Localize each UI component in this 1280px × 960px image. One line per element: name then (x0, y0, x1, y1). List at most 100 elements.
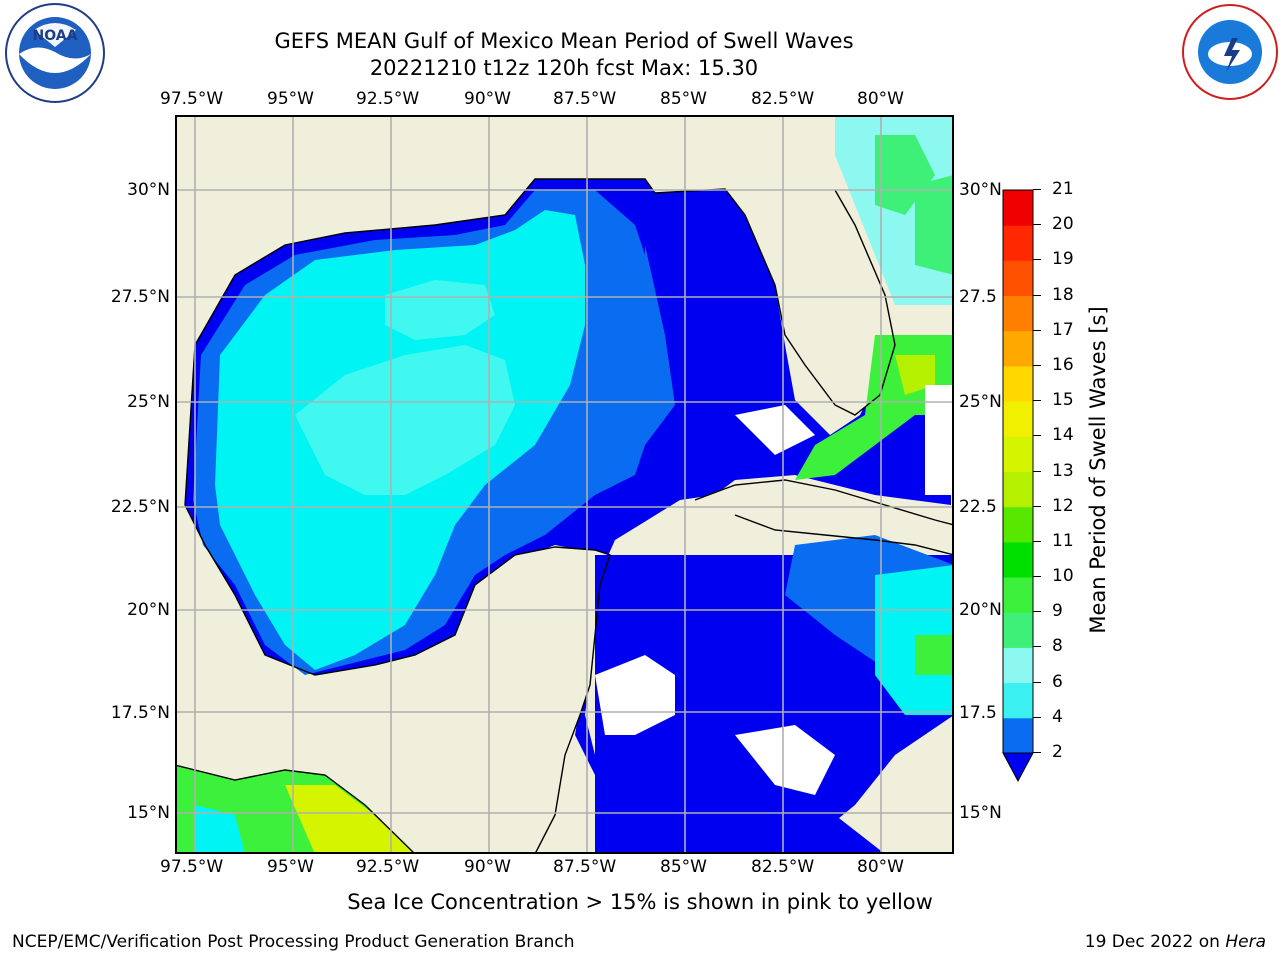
colorbar-label: Mean Period of Swell Waves [s] (1086, 306, 1110, 634)
lon-label-bottom: 87.5°W (553, 857, 617, 877)
caribbean-swell-green (915, 635, 954, 675)
masked-area (735, 405, 815, 455)
colorbar-tick-label: 8 (1052, 636, 1063, 657)
noaa-logo: NOAA (4, 2, 106, 108)
atlantic-swell-green (915, 175, 954, 275)
lon-label-top: 87.5°W (553, 89, 617, 109)
colorbar-tick-label: 2 (1052, 742, 1063, 762)
swell-field-light-cyan (295, 345, 515, 495)
lon-label-top: 85°W (660, 89, 707, 109)
colorbar-segment (1003, 330, 1033, 367)
lat-label-right: 27.5 (959, 287, 997, 307)
lat-label-right: 15°N (959, 803, 1002, 823)
footer-credit: NCEP/EMC/Verification Post Processing Pr… (12, 932, 575, 952)
colorbar-segment (1003, 577, 1033, 613)
sea-ice-note: Sea Ice Concentration > 15% is shown in … (347, 890, 933, 914)
colorbar-tick-mark (1033, 540, 1041, 542)
colorbar-segment (1003, 506, 1033, 543)
colorbar-tick-label: 17 (1052, 319, 1074, 340)
lon-label-top: 92.5°W (356, 89, 420, 109)
colorbar-frame (1002, 189, 1034, 754)
colorbar-tick-label: 13 (1052, 460, 1074, 481)
nws-logo (1180, 2, 1280, 106)
map-subtitle: 20221210 t12z 120h fcst Max: 15.30 (369, 56, 759, 80)
noaa-logo-text: NOAA (33, 28, 78, 44)
lat-label-left: 30°N (127, 180, 170, 200)
colorbar-tick-label: 21 (1052, 179, 1074, 199)
lat-label-right: 25°N (959, 392, 1002, 412)
colorbar-tick-mark (1033, 681, 1041, 683)
colorbar-tick-mark (1033, 752, 1041, 753)
colorbar (1000, 185, 1050, 789)
colorbar-segment (1003, 295, 1033, 332)
colorbar-segment (1003, 401, 1033, 437)
lat-label-right: 20°N (959, 600, 1002, 620)
colorbar-tick-label: 20 (1052, 214, 1074, 235)
lon-label-bottom: 85°W (660, 857, 707, 877)
colorbar-tick-label: 10 (1052, 566, 1074, 587)
colorbar-tick-label: 12 (1052, 495, 1074, 516)
lat-label-right: 30°N (959, 180, 1002, 200)
colorbar-segment (1003, 190, 1033, 226)
colorbar-tick-label: 4 (1052, 706, 1063, 727)
colorbar-tick-label: 15 (1052, 390, 1074, 411)
colorbar-tick-mark (1033, 400, 1041, 402)
colorbar-segment (1003, 612, 1033, 648)
colorbar-tick-mark (1033, 646, 1041, 648)
colorbar-tick-mark (1033, 224, 1041, 226)
masked-area (595, 655, 675, 735)
map-frame (175, 115, 954, 854)
lon-label-bottom: 90°W (464, 857, 511, 877)
map-panel (174, 115, 955, 858)
footer-host: Hera (1225, 932, 1266, 952)
colorbar-tick-label: 11 (1052, 530, 1074, 551)
colorbar-segment (1003, 365, 1033, 402)
lat-label-left: 15°N (127, 803, 170, 823)
lon-label-top: 80°W (857, 89, 904, 109)
florida-peninsula (725, 189, 895, 415)
footer-date-text: 19 Dec 2022 on (1084, 932, 1226, 952)
lat-label-left: 25°N (127, 392, 170, 412)
lat-label-right: 22.5 (959, 497, 997, 517)
graticule (175, 115, 954, 854)
lon-label-bottom: 92.5°W (356, 857, 420, 877)
colorbar-tick-mark (1033, 470, 1041, 472)
colorbar-segment (1003, 647, 1033, 684)
lon-label-top: 95°W (267, 89, 314, 109)
colorbar-tick-mark (1033, 294, 1041, 296)
coastlines (174, 178, 955, 855)
lon-label-bottom: 97.5°W (160, 857, 224, 877)
colorbar-tick-label: 18 (1052, 284, 1074, 305)
caribbean-swell-cyan (875, 565, 954, 715)
lon-label-bottom: 95°W (267, 857, 314, 877)
cuba-island (695, 480, 954, 555)
colorbar-under-triangle (1002, 752, 1034, 783)
lon-label-top: 97.5°W (160, 89, 224, 109)
colorbar-tick-label: 14 (1052, 425, 1074, 446)
lat-label-left: 22.5°N (110, 497, 170, 517)
swell-field-light-cyan (385, 280, 495, 340)
colorbar-segment (1003, 471, 1033, 508)
colorbar-tick-mark (1033, 259, 1041, 261)
lat-label-left: 17.5°N (110, 703, 170, 723)
colorbar-tick-label: 9 (1052, 601, 1063, 622)
colorbar-segment (1003, 541, 1033, 578)
colorbar-tick-mark (1033, 364, 1041, 366)
lon-label-top: 82.5°W (751, 89, 815, 109)
colorbar-segment (1003, 260, 1033, 297)
masked-area (735, 725, 835, 795)
colorbar-tick-label: 19 (1052, 249, 1074, 270)
masked-area (925, 385, 954, 495)
colorbar-tick-mark (1033, 329, 1041, 331)
pacific-swell-yellow (285, 785, 415, 854)
colorbar-tick-mark (1033, 505, 1041, 507)
colorbar-segment (1003, 436, 1033, 472)
colorbar-tick-label: 16 (1052, 354, 1074, 375)
footer-date: 19 Dec 2022 on Hera (1085, 932, 1266, 952)
colorbar-segment (1003, 717, 1033, 754)
colorbar-segment (1003, 682, 1033, 719)
colorbar-tick-mark (1033, 716, 1041, 718)
lon-label-bottom: 80°W (857, 857, 904, 877)
map-title: GEFS MEAN Gulf of Mexico Mean Period of … (274, 29, 854, 53)
lon-label-top: 90°W (464, 89, 511, 109)
